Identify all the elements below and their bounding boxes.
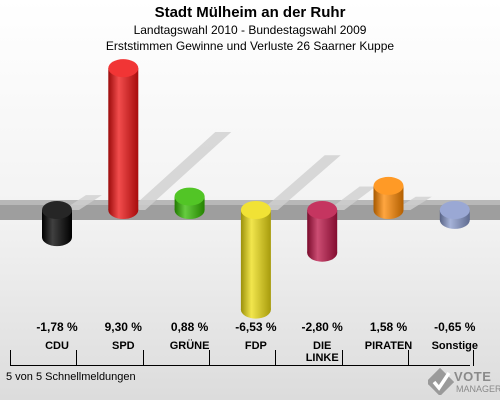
axis-tick — [10, 350, 11, 366]
bar-shadow — [129, 131, 232, 210]
category-label: Sonstige — [431, 340, 479, 352]
bar-shadow — [328, 186, 376, 210]
category-label: PIRATEN — [364, 340, 413, 352]
chart-subtitle-2: Erststimmen Gewinne und Verluste 26 Saar… — [105, 39, 395, 53]
axis-tick — [143, 350, 144, 366]
bar-grüne — [174, 187, 205, 219]
axis-tick — [275, 350, 276, 366]
axis-tick — [209, 350, 210, 366]
category-label: FDP — [244, 340, 267, 352]
chart-subtitle: Landtagswahl 2010 - Bundestagswahl 2009 — [133, 23, 367, 37]
footer-note: 5 von 5 Schnellmeldungen — [6, 371, 136, 383]
logo-text-vote: VOTE — [454, 369, 492, 384]
category-label: CDU — [45, 340, 69, 352]
bar-fdp — [240, 201, 271, 319]
bar-chart — [0, 59, 500, 319]
checkmark-logo-icon — [428, 367, 454, 395]
category-label: SPD — [111, 340, 135, 352]
value-label: 0,88 % — [170, 320, 209, 334]
bar-sonstige — [439, 201, 470, 229]
value-label: -6,53 % — [235, 320, 277, 334]
value-label: -2,80 % — [301, 320, 343, 334]
vote-manager-logo: VOTE MANAGER — [428, 365, 500, 399]
chart-title: Stadt Mülheim an der Ruhr — [154, 4, 346, 21]
axis-tick — [76, 350, 77, 366]
value-label: -1,78 % — [36, 320, 78, 334]
bar-shadow — [63, 195, 102, 210]
axis-tick — [473, 350, 474, 366]
value-label: -0,65 % — [434, 320, 476, 334]
bar-shadow — [394, 196, 432, 210]
logo-text-manager: MANAGER — [456, 384, 500, 394]
bar-die-linke — [307, 201, 338, 262]
category-label: GRÜNE — [169, 340, 210, 352]
bar-spd — [108, 59, 139, 219]
value-label: 1,58 % — [369, 320, 408, 334]
category-axis-line — [10, 365, 470, 366]
bar-piraten — [373, 176, 404, 219]
bar-cdu — [42, 201, 72, 247]
bar-shadow — [261, 155, 341, 210]
category-label: DIE LINKE — [305, 340, 339, 364]
axis-tick — [342, 350, 343, 366]
axis-tick — [408, 350, 409, 366]
value-label: 9,30 % — [104, 320, 142, 334]
